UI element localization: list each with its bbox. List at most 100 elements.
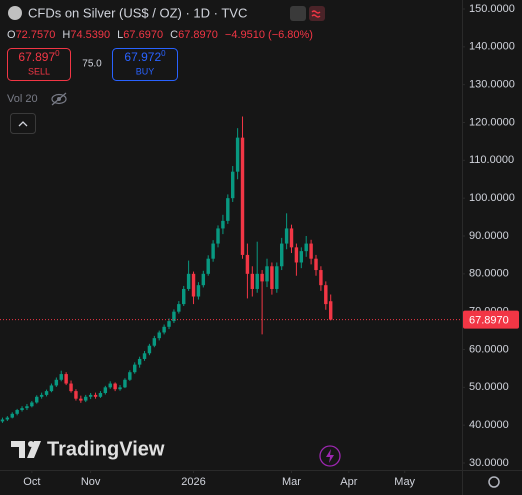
y-tick-label: 40.0000 <box>469 419 509 431</box>
candle-body <box>250 273 255 289</box>
status-icon[interactable] <box>290 6 306 21</box>
candle-body <box>74 391 78 399</box>
candle-body <box>39 394 44 397</box>
candle-body <box>69 383 73 392</box>
candle-body <box>177 304 181 312</box>
candle-body <box>128 372 132 380</box>
last-price-tag <box>463 310 519 329</box>
ohlc-key: H <box>62 29 70 41</box>
candle-body <box>157 332 161 339</box>
candle-body <box>186 273 191 289</box>
status-icon[interactable] <box>309 6 325 21</box>
buy-price: 67.9720 <box>124 49 166 64</box>
x-tick-label: Apr <box>340 476 357 488</box>
candle-body <box>88 394 93 397</box>
candle-body <box>211 243 215 259</box>
candle-body <box>44 391 49 395</box>
candle-body <box>118 387 122 390</box>
candle-body <box>113 383 117 390</box>
candle-body <box>152 338 157 346</box>
candle-body <box>294 247 299 263</box>
candle-body <box>35 396 39 403</box>
last-price-label: 67.8970 <box>469 315 509 327</box>
candle-body <box>279 243 284 267</box>
chart-title: CFDs on Silver (US$ / OZ) · 1D · TVC <box>28 5 247 20</box>
candle-body <box>191 273 196 297</box>
collapse-button[interactable] <box>10 113 36 134</box>
candle-body <box>240 137 245 255</box>
candle-body <box>182 288 186 305</box>
y-tick-label: 50.0000 <box>469 381 509 393</box>
candle-body <box>30 402 34 407</box>
candle-body <box>216 228 220 244</box>
candle-body <box>309 243 313 259</box>
ohlc-value: 67.6970 <box>123 29 163 41</box>
collapse-icon <box>18 121 28 127</box>
candle-body <box>304 243 308 252</box>
candle-body <box>147 345 152 354</box>
candle-body <box>20 408 24 411</box>
candle-body <box>324 285 328 305</box>
y-tick-label: 120.0000 <box>469 116 515 128</box>
x-tick-label: Nov <box>81 476 101 488</box>
x-tick-label: May <box>394 476 415 488</box>
candle-body <box>64 374 68 384</box>
y-tick-label: 30.0000 <box>469 457 509 469</box>
candle-body <box>133 364 137 373</box>
candle-body <box>231 171 235 199</box>
candle-body <box>284 228 289 244</box>
candle-body <box>93 394 98 397</box>
visibility-icon[interactable] <box>51 92 67 106</box>
brand-logo-dot <box>28 441 34 447</box>
candle-body <box>235 137 240 172</box>
candle-body <box>54 379 59 386</box>
candle-body <box>162 326 166 333</box>
x-tick-label: Oct <box>23 476 40 488</box>
buy-price-main: 67.972 <box>124 50 161 64</box>
brand-name: TradingView <box>47 438 165 460</box>
candle-body <box>84 396 88 401</box>
candle-body <box>79 398 83 401</box>
ohlc-value: 74.5390 <box>70 29 110 41</box>
candle-body <box>255 273 259 289</box>
candle-body <box>0 419 5 422</box>
buy-button[interactable] <box>112 48 178 81</box>
y-tick-label: 90.0000 <box>469 230 509 242</box>
candle-body <box>270 266 274 289</box>
candle-body <box>59 374 63 380</box>
y-tick-label: 150.0000 <box>469 3 515 15</box>
sell-price-sup: 0 <box>55 49 60 58</box>
candle-body <box>245 254 250 274</box>
candle-body <box>265 266 269 282</box>
sell-price-main: 67.897 <box>18 50 55 64</box>
candle-body <box>172 311 176 322</box>
candle-body <box>5 417 10 420</box>
candle-body <box>226 198 230 221</box>
sell-price: 67.8970 <box>18 49 60 64</box>
candle-body <box>142 353 147 359</box>
ohlc-key: O <box>7 29 16 41</box>
candle-body <box>15 410 19 414</box>
sell-button[interactable] <box>7 48 71 81</box>
candle-body <box>206 258 210 274</box>
ohlc-change: −4.9510 (−6.80%) <box>225 29 313 41</box>
volume-label: Vol 20 <box>7 93 38 105</box>
settings-button[interactable] <box>488 476 500 488</box>
lightning-icon <box>326 449 334 463</box>
y-tick-label: 100.0000 <box>469 192 515 204</box>
spread: 75.0 <box>82 59 102 70</box>
candle-body <box>328 301 333 320</box>
sell-label: SELL <box>28 66 50 76</box>
candle-body <box>201 273 206 286</box>
candle-body <box>49 385 54 392</box>
candle-body <box>299 251 304 263</box>
buy-price-sup: 0 <box>161 49 166 58</box>
candle-body <box>123 379 127 388</box>
ohlc-value: 72.7570 <box>16 29 56 41</box>
candle-body <box>275 266 279 289</box>
candle-body <box>167 321 171 327</box>
candle-body <box>108 383 112 388</box>
candle-body <box>98 393 103 397</box>
